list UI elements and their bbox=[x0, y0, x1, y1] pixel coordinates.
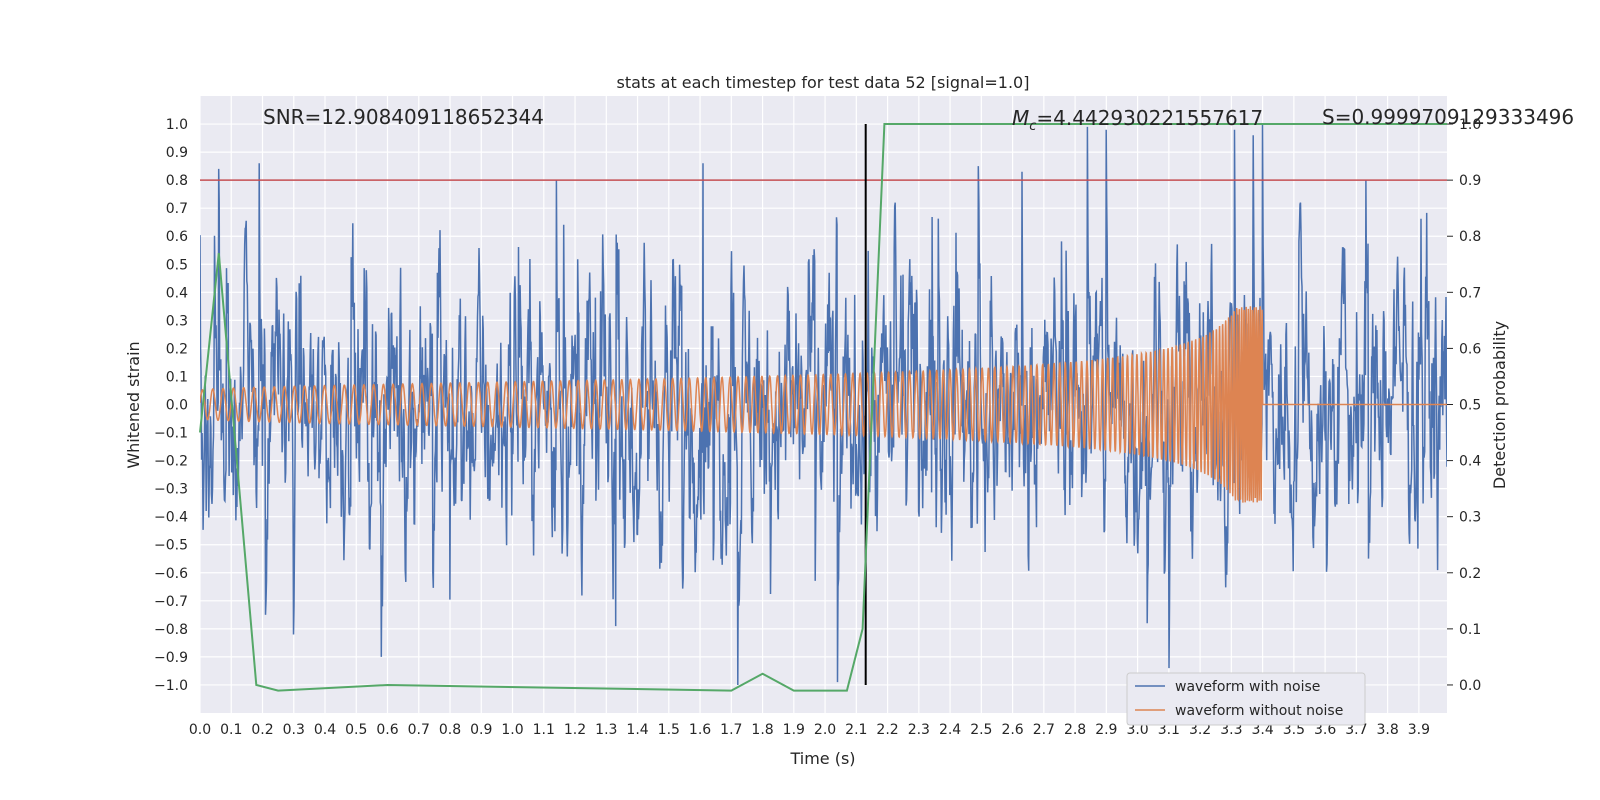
y-tick-label: 0.5 bbox=[166, 257, 188, 273]
x-tick-label: 0.9 bbox=[470, 722, 492, 738]
x-tick-label: 0.2 bbox=[251, 722, 273, 738]
x-axis-label: Time (s) bbox=[789, 749, 855, 768]
y-tick-label: 0.9 bbox=[166, 145, 188, 161]
legend-label-clean: waveform without noise bbox=[1175, 703, 1343, 719]
x-tick-label: 1.6 bbox=[689, 722, 711, 738]
legend-label-noise: waveform with noise bbox=[1175, 679, 1320, 695]
x-tick-label: 0.5 bbox=[345, 722, 367, 738]
x-tick-label: 0.1 bbox=[220, 722, 242, 738]
legend-box bbox=[1126, 672, 1366, 726]
right-y-tick-label: 0.1 bbox=[1459, 622, 1481, 638]
x-tick-label: 0.3 bbox=[283, 722, 305, 738]
x-tick-label: 2.7 bbox=[1033, 722, 1055, 738]
right-y-axis-label: Detection probability bbox=[1490, 321, 1509, 489]
series-line-waveform-without-noise bbox=[200, 306, 1447, 503]
x-tick-label: 2.3 bbox=[908, 722, 930, 738]
y-tick-label: 0.6 bbox=[166, 229, 188, 245]
right-y-tick-label: 0.9 bbox=[1459, 173, 1481, 189]
x-tick-label: 2.8 bbox=[1064, 722, 1086, 738]
x-tick-label: 3.9 bbox=[1408, 722, 1430, 738]
x-tick-label: 3.8 bbox=[1376, 722, 1398, 738]
x-tick-label: 1.5 bbox=[658, 722, 680, 738]
right-y-tick-label: 0.5 bbox=[1459, 398, 1481, 414]
chirp-mass-annotation: Mc=4.442930221557617 bbox=[1012, 106, 1263, 134]
x-tick-label: 0.7 bbox=[408, 722, 430, 738]
x-tick-label: 2.1 bbox=[845, 722, 867, 738]
y-tick-label: 0.8 bbox=[166, 173, 188, 189]
y-tick-label: −0.3 bbox=[154, 482, 188, 498]
right-y-tick-label: 0.4 bbox=[1459, 454, 1481, 470]
snr-annotation: SNR=12.908409118652344 bbox=[263, 105, 544, 129]
y-tick-label: 0.1 bbox=[166, 369, 188, 385]
x-tick-label: 0.6 bbox=[376, 722, 398, 738]
y-tick-label: 0.0 bbox=[166, 398, 188, 414]
x-tick-label: 2.0 bbox=[814, 722, 836, 738]
y-axis-label: Whitened strain bbox=[124, 341, 143, 468]
x-tick-label: 0.0 bbox=[189, 722, 211, 738]
x-tick-label: 2.9 bbox=[1095, 722, 1117, 738]
x-tick-label: 1.1 bbox=[533, 722, 555, 738]
x-tick-label: 1.8 bbox=[751, 722, 773, 738]
y-tick-label: 0.4 bbox=[166, 285, 188, 301]
x-tick-label: 3.2 bbox=[1189, 722, 1211, 738]
chart-title: stats at each timestep for test data 52 … bbox=[617, 73, 1030, 92]
x-tick-label: 0.8 bbox=[439, 722, 461, 738]
x-tick-label: 2.6 bbox=[1001, 722, 1023, 738]
right-y-tick-label: 0.6 bbox=[1459, 341, 1481, 357]
y-tick-label: −0.8 bbox=[154, 622, 188, 638]
right-y-tick-label: 0.8 bbox=[1459, 229, 1481, 245]
x-tick-label: 2.5 bbox=[970, 722, 992, 738]
x-tick-label: 2.2 bbox=[876, 722, 898, 738]
right-y-tick-label: 0.7 bbox=[1459, 285, 1481, 301]
y-tick-label: 0.3 bbox=[166, 313, 188, 329]
y-tick-labels: 1.0 0.9 0.8 0.7 0.6 0.5 0.4 0.3 0.2 0.1 0.0 −0.1 −0.… bbox=[154, 117, 188, 694]
y-tick-label: 0.7 bbox=[166, 201, 188, 217]
x-tick-label: 3.6 bbox=[1314, 722, 1336, 738]
y-tick-label: −0.6 bbox=[154, 566, 188, 582]
y-tick-label: −0.1 bbox=[154, 426, 188, 442]
x-tick-label: 1.9 bbox=[783, 722, 805, 738]
y-tick-label: −0.5 bbox=[154, 538, 188, 554]
series-line-detection-probability bbox=[199, 123, 1447, 692]
right-y-tick-label: 0.0 bbox=[1459, 678, 1481, 694]
x-tick-label: 1.4 bbox=[626, 722, 648, 738]
x-tick-label: 1.7 bbox=[720, 722, 742, 738]
x-tick-label: 1.0 bbox=[501, 722, 523, 738]
x-tick-labels: 0.0 0.1 0.2 0.3 0.4 0.5 0.6 0.7 0.8 0.9 1.0 1.1 1.2 1… bbox=[189, 722, 1430, 738]
right-y-tick-label: 1.0 bbox=[1459, 117, 1481, 133]
score-annotation: S=0.9999709129333496 bbox=[1322, 105, 1574, 129]
y-tick-label: −0.4 bbox=[154, 510, 188, 526]
y-tick-label: −1.0 bbox=[154, 678, 188, 694]
y-tick-label: −0.9 bbox=[154, 650, 188, 666]
right-y-tick-labels: 1.0 0.9 0.8 0.7 0.6 0.5 0.4 0.3 0.2 0.1 0.0 bbox=[1447, 117, 1481, 694]
right-y-tick-label: 0.2 bbox=[1459, 566, 1481, 582]
x-tick-label: 3.3 bbox=[1220, 722, 1242, 738]
y-tick-label: 1.0 bbox=[166, 117, 188, 133]
x-tick-label: 2.4 bbox=[939, 722, 961, 738]
right-y-tick-label: 0.3 bbox=[1459, 510, 1481, 526]
x-tick-label: 3.0 bbox=[1126, 722, 1148, 738]
x-tick-label: 1.2 bbox=[564, 722, 586, 738]
x-tick-label: 3.1 bbox=[1158, 722, 1180, 738]
legend: waveform with noise waveform without noi… bbox=[1126, 672, 1366, 726]
x-tick-label: 3.5 bbox=[1283, 722, 1305, 738]
y-tick-label: 0.2 bbox=[166, 341, 188, 357]
y-tick-label: −0.7 bbox=[154, 594, 188, 610]
y-tick-label: −0.2 bbox=[154, 454, 188, 470]
x-tick-label: 0.4 bbox=[314, 722, 336, 738]
x-tick-label: 3.4 bbox=[1251, 722, 1273, 738]
x-tick-label: 1.3 bbox=[595, 722, 617, 738]
x-tick-label: 3.7 bbox=[1345, 722, 1367, 738]
